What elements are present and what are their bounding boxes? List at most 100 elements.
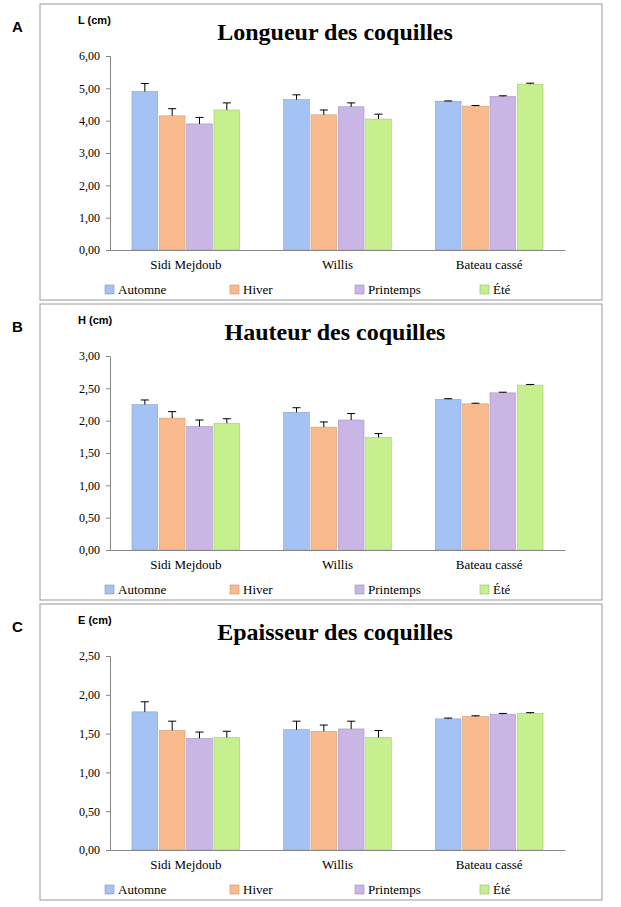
y-tick-label: 0,00 — [79, 843, 100, 857]
legend-label: Printemps — [368, 282, 421, 297]
error-cap — [293, 407, 301, 408]
x-tick-label: Bateau cassé — [456, 557, 523, 572]
series — [132, 702, 461, 850]
series — [159, 105, 488, 250]
legend-swatch — [230, 885, 239, 894]
error-bar — [472, 715, 480, 717]
bar — [132, 92, 158, 250]
y-tick-mark — [106, 453, 110, 454]
bar — [490, 96, 516, 250]
x-tick: Sidi Mejdoub — [150, 850, 221, 872]
y-tick-label: 2,00 — [79, 414, 100, 428]
error-bar — [499, 95, 507, 97]
error-stem — [351, 103, 352, 107]
plot-area — [132, 384, 543, 550]
chart-title: Hauteur des coquilles — [225, 319, 446, 345]
error-bar — [320, 422, 328, 427]
legend-label: Printemps — [368, 582, 421, 597]
y-tick: 5,00 — [79, 82, 110, 96]
y-tick-label: 1,00 — [79, 211, 100, 225]
y-tick-label: 1,50 — [79, 727, 100, 741]
x-tick-label: Willis — [322, 557, 353, 572]
error-cap — [320, 421, 328, 422]
error-cap — [472, 715, 480, 716]
y-tick-label: 0,50 — [79, 805, 100, 819]
y-tick-mark — [106, 772, 110, 773]
error-cap — [141, 701, 149, 702]
error-stem — [226, 103, 227, 110]
legend-label: Hiver — [243, 582, 273, 597]
y-tick-mark — [106, 811, 110, 812]
chart-title: Epaisseur des coquilles — [217, 619, 453, 645]
bar — [366, 437, 392, 550]
error-cap — [444, 100, 452, 101]
x-tick-label: Sidi Mejdoub — [150, 257, 221, 272]
x-axis: Sidi MejdoubWillisBateau cassé — [111, 850, 566, 872]
legend-item: Hiver — [230, 582, 273, 597]
y-tick-mark — [106, 185, 110, 186]
error-stem — [144, 702, 145, 712]
y-tick-label: 1,00 — [79, 479, 100, 493]
error-bar — [141, 83, 149, 91]
error-cap — [499, 713, 507, 714]
error-bar — [195, 732, 203, 738]
error-stem — [296, 408, 297, 413]
y-tick-mark — [106, 218, 110, 219]
error-stem — [378, 114, 379, 119]
series — [132, 399, 461, 550]
legend-item: Printemps — [355, 582, 421, 597]
bar — [159, 418, 185, 550]
y-tick: 1,00 — [79, 479, 110, 493]
legend-item: Automne — [105, 282, 167, 297]
bar — [366, 119, 392, 250]
error-stem — [323, 110, 324, 115]
bar — [463, 106, 489, 250]
y-tick: 1,50 — [79, 446, 110, 460]
legend-swatch — [480, 885, 489, 894]
legend-label: Été — [493, 882, 511, 897]
y-tick-mark — [106, 518, 110, 519]
error-cap — [347, 413, 355, 414]
error-bar — [444, 718, 452, 720]
legend-item: Hiver — [230, 282, 273, 297]
error-cap — [223, 418, 231, 419]
y-tick-label: 2,50 — [79, 649, 100, 663]
x-axis-line — [111, 850, 566, 851]
bar — [187, 738, 213, 850]
bar — [435, 399, 461, 550]
error-cap — [293, 94, 301, 95]
y-tick: 2,00 — [79, 179, 110, 193]
y-tick: 1,50 — [79, 727, 110, 741]
bar — [187, 124, 213, 250]
y-tick-label: 6,00 — [79, 49, 100, 63]
error-cap — [444, 398, 452, 399]
bar — [284, 730, 310, 850]
y-tick: 4,00 — [79, 114, 110, 128]
error-cap — [347, 102, 355, 103]
bar — [517, 84, 543, 250]
x-tick-label: Bateau cassé — [456, 257, 523, 272]
error-bar — [168, 721, 176, 730]
error-stem — [323, 422, 324, 427]
error-cap — [141, 83, 149, 84]
error-cap — [374, 730, 382, 731]
y-tick: 6,00 — [79, 49, 110, 63]
error-stem — [378, 730, 379, 737]
figure: ALongueur des coquillesL (cm)0,001,002,0… — [0, 0, 621, 907]
bar — [159, 730, 185, 850]
legend-item: Automne — [105, 582, 167, 597]
y-tick: 2,50 — [79, 649, 110, 663]
x-tick: Sidi Mejdoub — [150, 550, 221, 572]
error-bar — [223, 731, 231, 737]
bar — [311, 427, 337, 550]
error-bar — [347, 414, 355, 420]
legend-swatch — [230, 585, 239, 594]
error-stem — [226, 731, 227, 737]
chart-title: Longueur des coquilles — [217, 19, 453, 45]
bar — [435, 719, 461, 850]
error-stem — [199, 117, 200, 123]
error-bar — [195, 420, 203, 426]
series — [159, 716, 488, 850]
legend-swatch — [355, 885, 364, 894]
legend: AutomneHiverPrintempsÉté — [105, 582, 511, 597]
